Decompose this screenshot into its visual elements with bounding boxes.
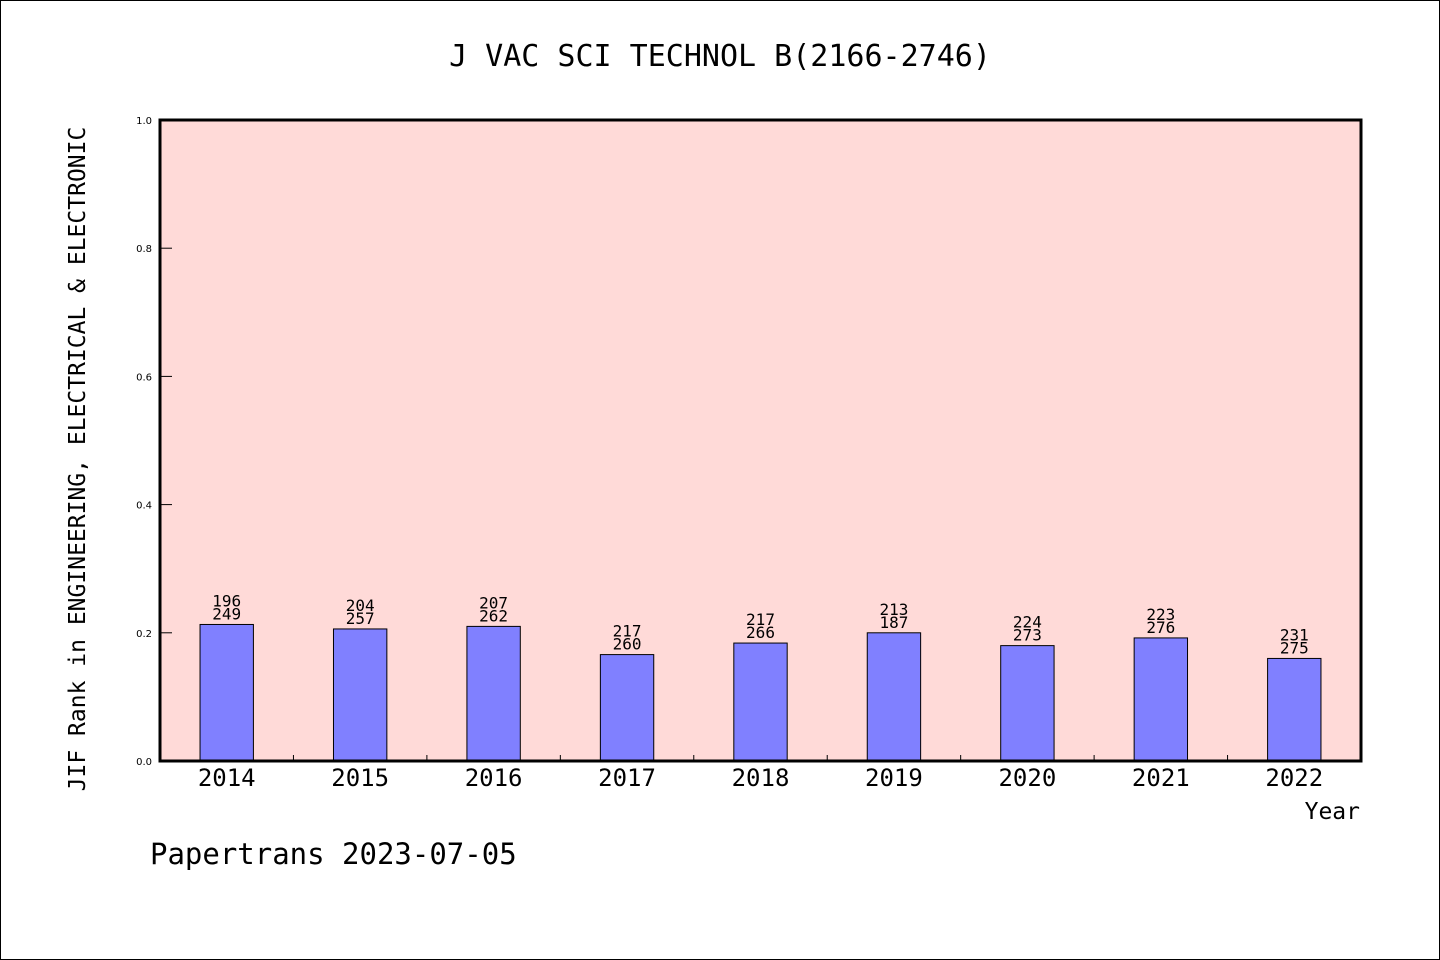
y-tick-label: 0.2 [136,629,152,640]
x-tick-label: 2014 [198,764,256,792]
x-tick-label: 2015 [331,764,389,792]
data-label-top: 217 [613,622,642,641]
data-label-top: 231 [1280,625,1309,644]
data-label-bottom: 273 [1013,626,1042,645]
x-axis-label: Year [1305,799,1360,825]
bar-2015 [332,628,388,762]
data-label-bottom: 275 [1280,638,1309,657]
y-tick-label: 0.6 [136,372,152,383]
y-tick-label: 1.0 [136,116,152,127]
data-label-top: 207 [479,593,508,612]
chart-title: J VAC SCI TECHNOL B(2166-2746) [449,39,991,74]
bar-2017 [599,654,655,762]
data-label-bottom: 257 [346,609,375,628]
data-label-top: 223 [1146,605,1175,624]
data-label-bottom: 266 [746,623,775,642]
bar-2020 [1000,645,1055,762]
bar-2016 [466,625,521,762]
bar-2018 [733,642,788,762]
data-label-top: 217 [746,610,775,629]
bar-2019 [866,632,922,762]
x-tick-label: 2017 [598,764,656,792]
footer-credit: Papertrans 2023-07-05 [150,837,517,871]
bar-2014 [199,623,254,762]
x-tick-label: 2020 [998,764,1056,792]
bar-2022 [1267,657,1322,762]
data-label-bottom: 249 [212,604,241,623]
data-label-bottom: 260 [613,635,642,654]
y-tick-label: 0.4 [136,501,152,512]
data-label-bottom: 276 [1146,618,1175,637]
y-tick-label: 0.8 [136,244,152,255]
bar-2021 [1133,637,1189,762]
plot-border [158,118,1363,763]
y-axis-label: JIF Rank in ENGINEERING, ELECTRICAL & EL… [65,127,91,792]
data-label-top: 224 [1013,613,1042,632]
x-tick-label: 2018 [732,764,790,792]
x-tick-label: 2022 [1265,764,1323,792]
x-tick-label: 2016 [465,764,523,792]
data-label-top: 204 [346,596,375,615]
data-label-bottom: 187 [879,613,908,632]
x-tick-label: 2019 [865,764,923,792]
x-tick-label: 2021 [1132,764,1190,792]
data-label-top: 213 [879,600,908,619]
data-label-bottom: 262 [479,606,508,625]
data-label-top: 196 [212,591,241,610]
y-tick-label: 0.0 [136,757,152,768]
